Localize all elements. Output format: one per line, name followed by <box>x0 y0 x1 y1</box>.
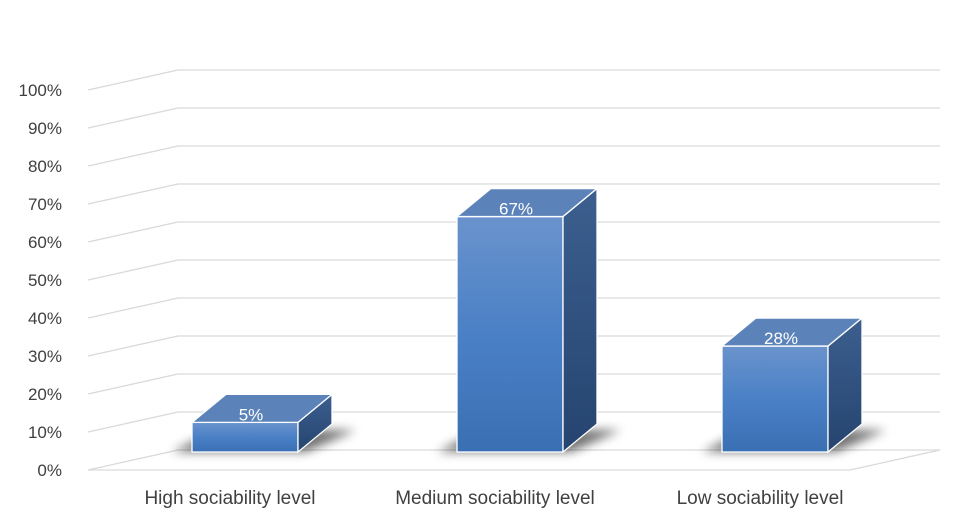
bar-top <box>190 393 334 424</box>
gridline <box>87 259 940 281</box>
y-tick-label: 60% <box>28 233 62 252</box>
bars: 5% 67% 28% <box>172 187 886 454</box>
bar-front <box>191 421 299 453</box>
bar: 28% <box>702 316 886 454</box>
y-tick-label: 40% <box>28 309 62 328</box>
gridline <box>87 411 940 433</box>
y-tick-label: 70% <box>28 195 62 214</box>
y-axis-tick-labels: 0% 10% 20% 30% 40% 50% 60% 70% 80% 90% 100% <box>19 81 62 480</box>
y-tick-label: 20% <box>28 385 62 404</box>
y-tick-label: 10% <box>28 423 62 442</box>
y-tick-label: 50% <box>28 271 62 290</box>
bar-front <box>721 345 829 453</box>
gridline <box>87 183 940 205</box>
gridline <box>87 69 940 91</box>
data-label: 5% <box>239 405 264 424</box>
data-label: 28% <box>764 329 798 348</box>
data-label: 67% <box>499 200 533 219</box>
category-label: Low sociability level <box>677 488 844 509</box>
gridline <box>87 107 940 129</box>
y-tick-label: 0% <box>37 461 62 480</box>
y-tick-label: 30% <box>28 347 62 366</box>
gridline <box>87 449 940 471</box>
x-axis-category-labels: High sociability level Medium sociability… <box>144 488 843 509</box>
bar-top <box>720 317 864 347</box>
gridline <box>87 145 940 167</box>
bar-top <box>455 187 599 218</box>
bar-front <box>456 215 564 453</box>
bar-side <box>562 187 598 454</box>
y-tick-label: 90% <box>28 119 62 138</box>
bar: 67% <box>437 187 621 454</box>
gridline <box>87 297 940 319</box>
y-tick-label: 80% <box>28 157 62 176</box>
y-tick-label: 100% <box>19 81 62 100</box>
gridlines <box>87 69 941 471</box>
gridline <box>87 373 940 395</box>
gridline <box>87 335 940 357</box>
category-label: Medium sociability level <box>395 488 595 509</box>
bar: 5% <box>172 393 356 454</box>
floor-side-edge <box>849 449 941 471</box>
gridline <box>87 221 940 243</box>
category-label: High sociability level <box>144 488 315 509</box>
